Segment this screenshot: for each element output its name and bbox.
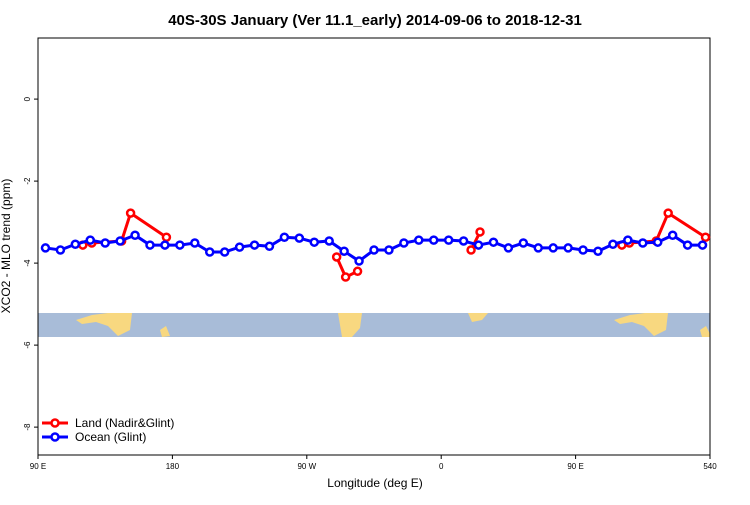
x-tick-label: 180 (166, 462, 180, 471)
legend-marker (50, 432, 60, 442)
data-point (249, 240, 260, 250)
data-point (414, 235, 424, 245)
data-point (443, 235, 454, 245)
data-point (40, 243, 51, 253)
data-point (354, 256, 364, 266)
data-point (700, 232, 711, 243)
data-point (384, 245, 394, 255)
data-point (428, 235, 439, 245)
y-tick-label: -6 (23, 341, 32, 349)
data-point (339, 246, 349, 256)
data-point (473, 240, 484, 250)
x-tick-label: 540 (703, 462, 717, 471)
data-point (638, 238, 648, 248)
data-point (294, 233, 305, 243)
data-point (331, 252, 342, 262)
data-point (309, 237, 320, 247)
legend-marker (50, 418, 60, 428)
data-point (697, 240, 708, 250)
data-point (475, 227, 485, 237)
chart-title: 40S-30S January (Ver 11.1_early) 2014-09… (168, 12, 582, 29)
data-point (667, 230, 678, 240)
x-tick-label: 90 E (30, 462, 46, 471)
data-point (55, 245, 66, 255)
data-point (608, 239, 618, 249)
data-point (578, 245, 588, 255)
y-tick-label: 0 (23, 96, 32, 101)
data-point (682, 240, 693, 250)
data-point (663, 208, 673, 218)
data-point (279, 232, 290, 243)
x-tick-label: 90 W (297, 462, 316, 471)
data-point (563, 243, 573, 253)
data-point (70, 239, 81, 249)
data-point (160, 240, 170, 250)
data-point (548, 243, 558, 253)
y-tick-label: -2 (23, 177, 32, 185)
y-tick-label: -4 (23, 259, 32, 267)
y-tick-label: -8 (23, 423, 32, 431)
data-point (466, 245, 476, 255)
data-point (352, 266, 363, 277)
data-point (190, 238, 200, 248)
map-strip (38, 313, 710, 337)
y-axis-label: XCO2 - MLO trend (ppm) (0, 179, 13, 314)
data-point (85, 235, 96, 245)
data-point (340, 272, 351, 282)
data-point (458, 236, 469, 246)
data-point (399, 238, 409, 248)
x-axis-label: Longitude (deg E) (327, 476, 422, 490)
data-point (130, 230, 140, 240)
data-point (652, 237, 663, 247)
data-point (369, 245, 379, 255)
data-point (145, 240, 155, 250)
data-point (518, 238, 529, 248)
data-point (264, 241, 275, 252)
plot-frame (37, 37, 711, 456)
data-point (488, 237, 499, 247)
data-point (533, 243, 544, 253)
data-point (234, 242, 245, 252)
data-point (175, 240, 185, 250)
data-point (100, 238, 110, 248)
data-point (161, 232, 172, 243)
data-point (324, 236, 334, 246)
x-tick-label: 90 E (567, 462, 583, 471)
data-point (503, 243, 514, 253)
x-tick-label: 0 (439, 462, 444, 471)
data-point (219, 247, 230, 257)
data-point (593, 246, 603, 256)
data-point (623, 235, 633, 245)
legend-label: Land (Nadir&Glint) (75, 416, 174, 430)
data-point (125, 208, 136, 218)
legend-label: Ocean (Glint) (75, 430, 146, 444)
data-point (204, 247, 215, 257)
data-point (115, 236, 125, 246)
